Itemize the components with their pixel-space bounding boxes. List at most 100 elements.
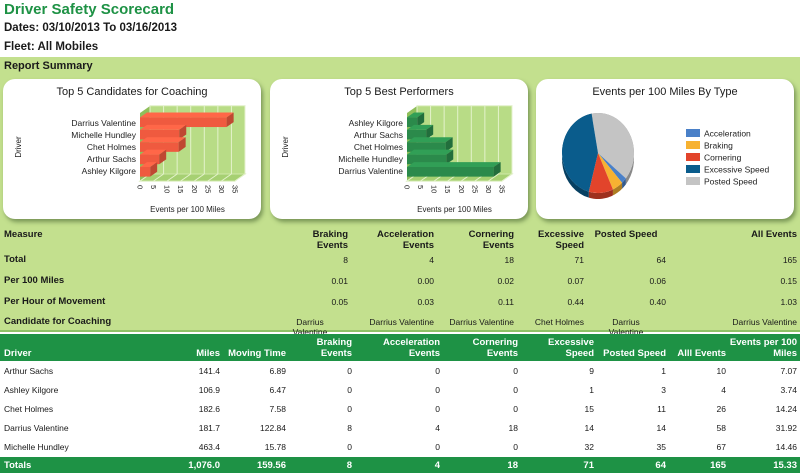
measure-row: Per 100 Miles 0.01 0.00 0.02 0.07 0.06 0.15: [0, 275, 800, 295]
legend-label: Braking: [704, 141, 733, 151]
best-bar: [407, 154, 447, 165]
driver-value-cell: 15: [584, 404, 594, 414]
driver-value-cell: 0: [435, 404, 440, 414]
driver-value-cell: 4: [435, 423, 440, 433]
driver-value-cell: 141.4: [198, 366, 220, 376]
measure-row-label: Total: [4, 254, 26, 265]
measure-value: 4: [429, 255, 434, 265]
report-title: Driver Safety Scorecard: [4, 1, 175, 18]
driver-value-cell: 9: [589, 366, 594, 376]
driver-value-cell: 1: [661, 366, 666, 376]
totals-value: 18: [507, 460, 518, 471]
measure-column-header-line: Cornering: [468, 229, 514, 240]
driver-value-cell: 10: [716, 366, 726, 376]
legend-swatch: [686, 129, 700, 137]
coaching-category-label: Chet Holmes: [87, 142, 136, 152]
driver-value-cell: 26: [716, 404, 726, 414]
driver-value-cell: 14.24: [775, 404, 797, 414]
driver-column-header-line: Acceleration: [382, 337, 440, 348]
coaching-category-label: Darrius Valentine: [71, 118, 136, 128]
measure-column-header-line: Excessive: [538, 229, 584, 240]
driver-column-header-line: Miles: [196, 348, 220, 359]
coaching-chart-card: Top 5 Candidates for Coaching 0 5 10 15 20 25…: [3, 79, 261, 219]
date-range: Dates: 03/10/2013 To 03/16/2013: [4, 22, 178, 34]
driver-column-header[interactable]: Cornering Events: [442, 337, 518, 359]
driver-name-cell: Chet Holmes: [4, 404, 54, 414]
measure-column-header-line: Events: [482, 240, 514, 251]
measure-table: Measure Braking Events Acceleration Events Co…: [0, 229, 800, 337]
legend-label: Posted Speed: [704, 177, 758, 187]
driver-value-cell: 122.84: [260, 423, 286, 433]
measure-column-header: Cornering Events: [436, 229, 514, 251]
driver-value-cell: 15.78: [264, 442, 286, 452]
driver-column-header[interactable]: Alll Events: [668, 348, 726, 359]
driver-value-cell: 3: [661, 385, 666, 395]
driver-value-cell: 7.58: [269, 404, 286, 414]
best-x-axis-label: Events per 100 Miles: [417, 205, 492, 214]
driver-column-header[interactable]: Acceleration Events: [354, 337, 440, 359]
measure-value-line: Valentine: [608, 327, 644, 337]
coaching-bar-top: [140, 162, 158, 167]
measure-value: Darrius Valentine: [668, 317, 797, 327]
measure-column-header: Acceleration Events: [350, 229, 434, 251]
coaching-xtick-label: 35: [231, 185, 240, 193]
driver-column-header[interactable]: Driver: [4, 348, 120, 359]
best-category-label: Chet Holmes: [354, 142, 403, 152]
driver-value-cell: 18: [508, 423, 518, 433]
best-xtick-label: 0: [403, 185, 412, 189]
driver-column-header[interactable]: Posted Speed: [596, 348, 666, 359]
coaching-floor-gridline: [153, 173, 164, 182]
driver-row: Ashley Kilgore 106.9 6.47 0 0 0 1 3 4 3.74: [0, 381, 800, 400]
coaching-x-axis-label: Events per 100 Miles: [150, 205, 225, 214]
totals-value: 1,076.0: [188, 460, 220, 471]
measure-value: 165: [782, 255, 797, 265]
coaching-xtick-label: 0: [136, 185, 145, 189]
measure-value: Darrius Valentine: [586, 317, 666, 337]
coaching-bar-top: [140, 124, 187, 130]
driver-column-header[interactable]: Braking Events: [288, 337, 352, 359]
best-bar-top: [407, 124, 434, 130]
totals-value: 159.56: [256, 460, 286, 471]
driver-column-header[interactable]: Events per 100 Miles: [728, 337, 797, 359]
driver-column-header[interactable]: Excessive Speed: [520, 337, 594, 359]
coaching-bar: [140, 154, 160, 165]
measure-value: 0.02: [497, 276, 514, 286]
driver-value-cell: 4: [721, 385, 726, 395]
driver-value-cell: 0: [347, 385, 352, 395]
best-floor-gridline: [501, 173, 513, 182]
coaching-bar-end: [150, 162, 158, 177]
best-bar-top: [407, 162, 501, 167]
measure-value: 0.11: [498, 297, 514, 307]
driver-value-cell: 6.89: [269, 366, 286, 376]
pie-slice: [598, 153, 626, 183]
driver-column-header[interactable]: Moving Time: [222, 348, 286, 359]
driver-column-header-line: Events: [486, 348, 518, 359]
report-summary-panel: Report Summary Top 5 Candidates for Coac…: [0, 57, 800, 337]
best-category-label: Darrius Valentine: [338, 166, 403, 176]
measure-value-line: Darrius Valentine: [732, 317, 797, 327]
coaching-xtick-label: 30: [217, 185, 226, 193]
driver-value-cell: 463.4: [198, 442, 220, 452]
coaching-bar-top: [140, 149, 167, 155]
best-bar-end: [446, 149, 454, 165]
measure-row-label: Per 100 Miles: [4, 275, 65, 286]
driver-value-cell: 7.07: [780, 366, 797, 376]
driver-column-header[interactable]: Miles: [122, 348, 220, 359]
driver-table-header: Driver Miles Moving Time Braking Events Accel…: [0, 334, 800, 361]
driver-value-cell: 0: [435, 442, 440, 452]
best-xtick-label: 30: [484, 185, 493, 193]
events-by-type-chart: Acceleration Braking Cornering Excessive Sp…: [562, 113, 769, 199]
fleet-label: Fleet: All Mobiles: [4, 41, 99, 53]
measure-row: Per Hour of Movement 0.05 0.03 0.11 0.44 0.40…: [0, 296, 800, 316]
driver-value-cell: 0: [435, 385, 440, 395]
driver-column-header-line: Alll Events: [677, 348, 726, 359]
legend-swatch: [686, 141, 700, 149]
pie-slice: [591, 113, 634, 179]
measure-column-header: Posted Speed: [586, 229, 666, 240]
totals-label: Totals: [4, 460, 32, 471]
coaching-floor-gridline: [166, 173, 178, 182]
driver-value-cell: 181.7: [198, 423, 220, 433]
driver-row: Arthur Sachs 141.4 6.89 0 0 0 9 1 10 7.07: [0, 362, 800, 381]
driver-column-header-line: Driver: [4, 348, 32, 359]
measure-value: Darrius Valentine: [350, 317, 434, 327]
